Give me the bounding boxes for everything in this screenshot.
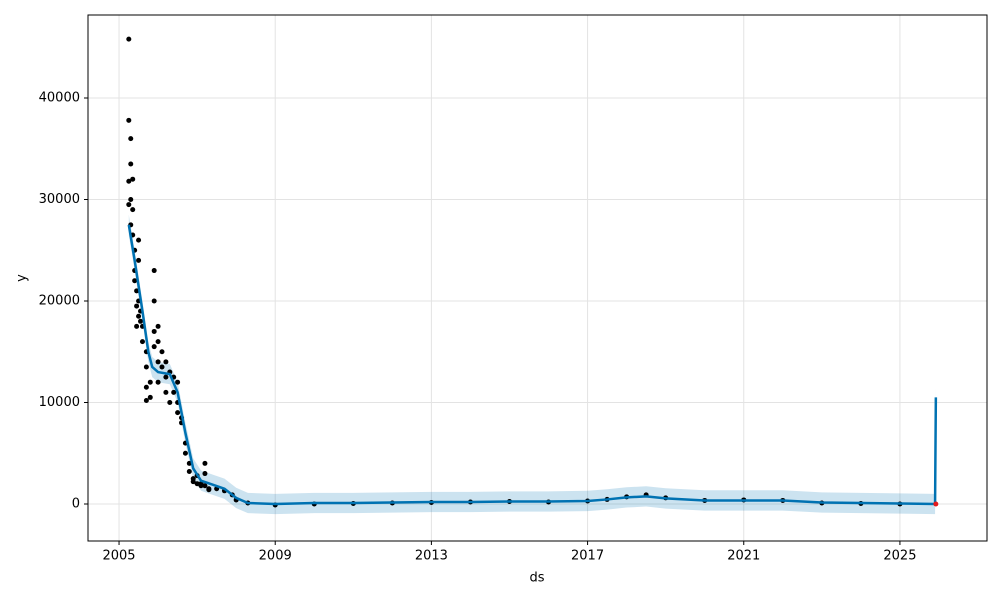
data-point (136, 257, 142, 263)
data-point (206, 487, 212, 493)
data-point (155, 359, 161, 365)
data-point (933, 501, 939, 507)
data-point (130, 176, 136, 182)
data-point (143, 364, 149, 370)
data-point (139, 339, 145, 345)
data-point (175, 410, 181, 416)
x-tick-label: 2005 (102, 549, 135, 564)
data-point (132, 278, 138, 284)
data-point (171, 389, 177, 395)
y-tick-label: 30000 (39, 192, 80, 207)
data-point (194, 481, 200, 487)
x-tick-label: 2021 (727, 549, 760, 564)
data-point (155, 379, 161, 385)
data-point (143, 397, 149, 403)
plot-frame (87, 14, 988, 542)
data-point (136, 237, 142, 243)
data-point (163, 359, 169, 365)
data-point (163, 389, 169, 395)
data-point (126, 202, 132, 208)
data-point (130, 207, 136, 213)
data-point (138, 318, 144, 324)
data-point (202, 483, 208, 489)
x-tick-label: 2025 (883, 549, 916, 564)
data-point (151, 298, 157, 304)
data-point (202, 471, 208, 477)
x-axis-label: ds (529, 571, 544, 586)
data-point (126, 117, 132, 123)
data-point (159, 349, 165, 355)
data-point (155, 323, 161, 329)
data-point (155, 339, 161, 345)
data-point (126, 178, 132, 184)
data-point (134, 288, 140, 294)
data-point (159, 364, 165, 370)
data-point (175, 379, 181, 385)
data-point (134, 323, 140, 329)
data-point (186, 469, 192, 475)
y-tick-label: 10000 (39, 395, 80, 410)
x-tick-label: 2017 (571, 549, 604, 564)
data-point (126, 36, 132, 42)
data-point (167, 400, 173, 406)
data-point (143, 384, 149, 390)
data-point (128, 161, 134, 167)
y-axis-label: y (15, 274, 30, 282)
uncertainty-band (128, 214, 936, 515)
data-point (147, 379, 153, 385)
data-point (198, 483, 204, 489)
x-tick-label: 2013 (415, 549, 448, 564)
data-point (151, 268, 157, 274)
data-point (151, 344, 157, 350)
data-point (128, 196, 134, 202)
data-point (190, 479, 196, 485)
y-tick-label: 40000 (39, 90, 80, 105)
y-tick-label: 20000 (39, 294, 80, 309)
data-point (202, 460, 208, 466)
data-point (134, 303, 140, 309)
forecast-line (127, 224, 938, 506)
data-point (128, 136, 134, 142)
data-point (151, 328, 157, 334)
x-tick-label: 2009 (259, 549, 292, 564)
data-point (136, 313, 142, 319)
y-tick-label: 0 (72, 497, 80, 512)
data-point (163, 374, 169, 380)
data-point (147, 394, 153, 400)
data-point (182, 450, 188, 456)
